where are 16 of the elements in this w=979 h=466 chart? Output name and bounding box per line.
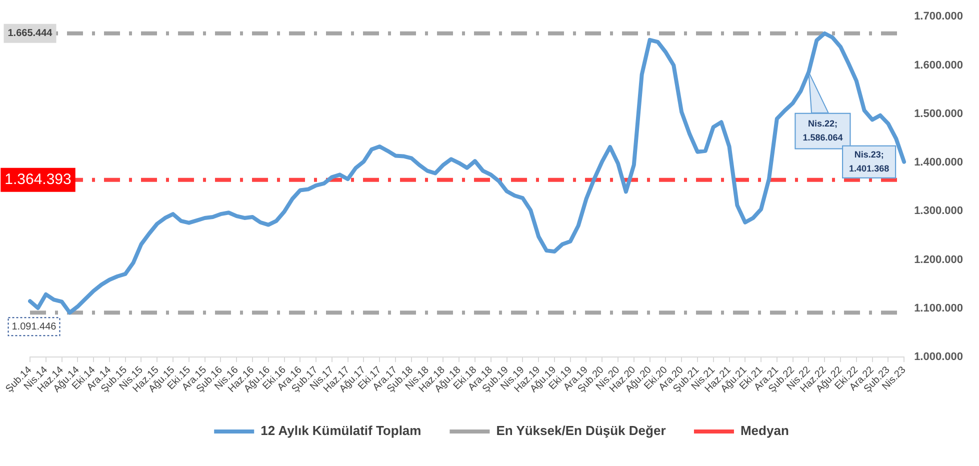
- y-tick-label: 1.700.000: [914, 10, 963, 23]
- legend-label: En Yüksek/En Düşük Değer: [496, 423, 666, 438]
- annotation: 1.364.393: [4, 170, 72, 188]
- legend-label: Medyan: [740, 423, 789, 438]
- y-tick-label: 1.600.000: [914, 59, 963, 72]
- annotation: Nis.22; 1.586.064: [802, 118, 843, 143]
- y-tick-label: 1.000.000: [914, 351, 963, 364]
- y-tick-label: 1.300.000: [914, 205, 963, 218]
- y-tick-label: 1.400.000: [914, 156, 963, 169]
- annotation: Nis.23; 1.401.368: [849, 149, 890, 174]
- annotation: 1.091.446: [12, 321, 57, 332]
- y-tick-label: 1.500.000: [914, 108, 963, 120]
- legend-label: 12 Aylık Kümülatif Toplam: [260, 423, 422, 438]
- y-tick-label: 1.200.000: [914, 254, 963, 266]
- annotation: 1.665.444: [8, 28, 53, 40]
- y-tick-label: 1.100.000: [914, 302, 963, 314]
